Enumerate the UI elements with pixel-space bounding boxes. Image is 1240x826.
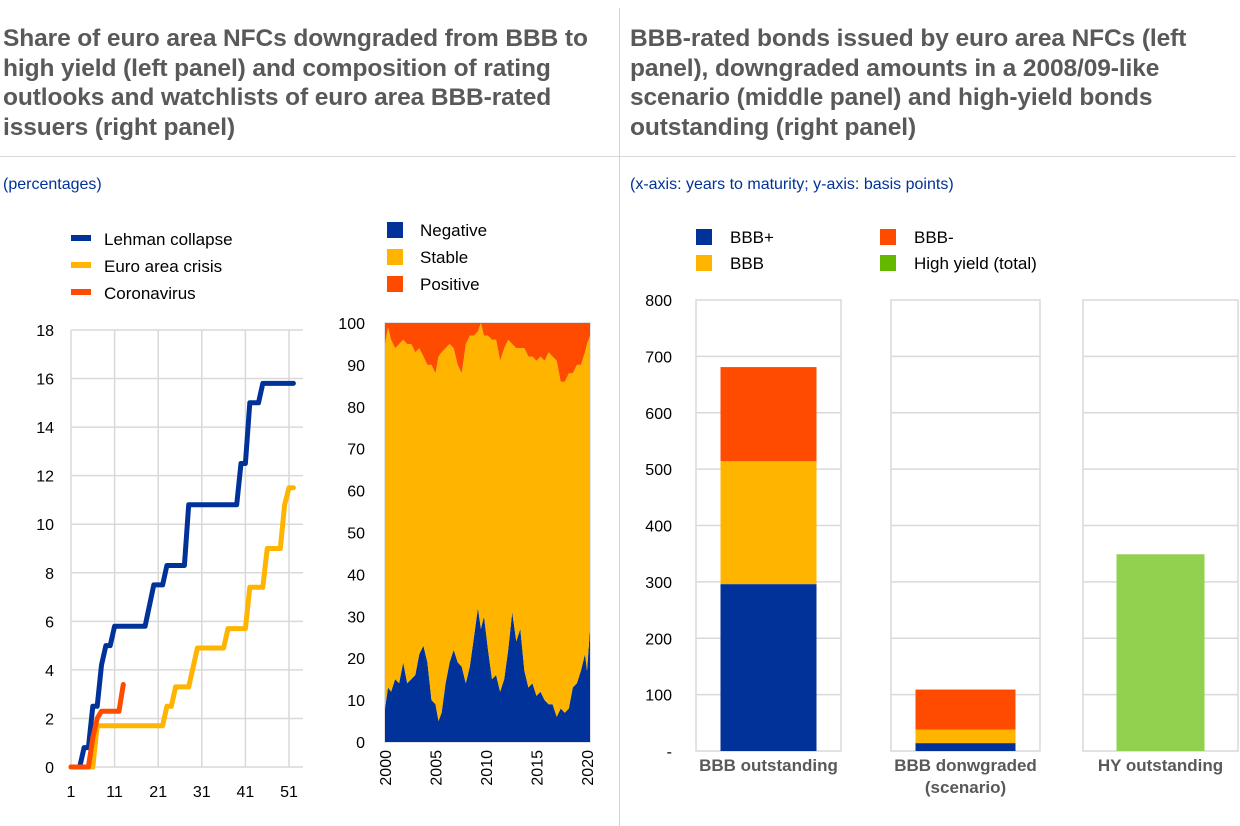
category-label: BBB donwgraded [894,756,1037,775]
y-tick-label: 14 [36,420,54,437]
bar-segment-bbb- [915,689,1016,730]
x-tick-label: 51 [280,784,298,801]
right-panel-title: BBB-rated bonds issued by euro area NFCs… [630,25,1187,141]
series-line-lehman-collapse [68,380,296,770]
series-line-coronavirus [68,682,126,770]
y-tick-label: 80 [347,400,365,417]
bar-segment-bbb+ [720,584,817,751]
x-tick-label: 11 [106,784,123,801]
category-label: (scenario) [925,778,1006,797]
y-tick-label: 18 [36,323,54,340]
area-negative [385,607,590,742]
legend-label: Negative [420,221,487,240]
legend-label: BBB [730,254,764,273]
series-line-euro-area-crisis [68,485,296,770]
y-tick-label: 600 [645,406,672,423]
y-tick-label: 16 [36,372,54,389]
legend-swatch [696,229,712,245]
legend-swatch [71,262,91,268]
y-tick-label: 100 [338,316,365,333]
category-label: BBB outstanding [699,756,838,775]
bar-segment-bbb+ [915,743,1016,751]
x-tick-label: 2000 [378,750,395,786]
legend-label: Positive [420,275,480,294]
legend-label: BBB+ [730,228,774,247]
y-tick-label: 60 [347,484,365,501]
legend-swatch [387,222,403,238]
left-title-rule [0,156,619,157]
y-tick-label: 90 [347,358,365,375]
right-panel: BBB-rated bonds issued by euro area NFCs… [620,0,1240,826]
y-tick-label: 50 [347,526,365,543]
y-tick-label: 0 [356,735,365,752]
legend-swatch [880,229,896,245]
y-tick-label: 0 [45,760,54,777]
category-label: HY outstanding [1098,756,1223,775]
legend-swatch [387,276,403,292]
area-chart: 0 10 20 30 40 50 60 70 80 90 100 2000 2005 2010 2015 20… [338,221,597,786]
y-tick-label: 30 [347,609,365,626]
bar-chart: - 100 200 300 400 500 600 700 800 BBB outstanding… [645,228,1239,797]
legend-swatch [71,289,91,295]
bar-segment-bbb- [720,367,817,462]
y-tick-label: 4 [45,663,54,680]
y-tick-label: 8 [45,566,54,583]
bar-segment-high-yield-total- [1116,554,1205,751]
area-positive [385,323,590,382]
y-tick-label: 100 [645,688,672,705]
y-tick-label: 500 [645,462,672,479]
legend-swatch [387,249,403,265]
y-tick-label: 700 [645,349,672,366]
bar-segment-bbb [720,461,817,585]
legend-label: High yield (total) [914,254,1037,273]
y-tick-label: 12 [36,469,54,486]
legend-label: Euro area crisis [104,257,222,276]
left-panel: Share of euro area NFCs downgraded from … [0,0,619,826]
area-stable [385,323,590,721]
x-tick-label: 2005 [428,750,445,786]
bar-segment-bbb [915,729,1016,744]
x-tick-label: 31 [193,784,211,801]
panel-divider [619,8,620,826]
x-tick-label: 2010 [479,750,496,786]
y-tick-label: 400 [645,519,672,536]
y-tick-label: 300 [645,575,672,592]
right-title-rule [620,156,1236,157]
y-tick-label: 800 [645,293,672,310]
y-tick-label: 10 [347,693,365,710]
y-tick-label: 20 [347,651,365,668]
left-panel-title: Share of euro area NFCs downgraded from … [3,25,588,141]
y-tick-label: - [667,744,672,761]
x-tick-label: 2015 [529,750,546,786]
legend-swatch [71,235,91,241]
left-panel-subtitle: (percentages) [3,176,102,193]
right-panel-subtitle: (x-axis: years to maturity; y-axis: basi… [630,176,954,193]
y-tick-label: 10 [36,517,54,534]
legend-label: Stable [420,248,468,267]
x-tick-label: 21 [149,784,167,801]
y-tick-label: 6 [45,614,54,631]
legend-label: Coronavirus [104,284,196,303]
legend-label: BBB- [914,228,954,247]
y-tick-label: 40 [347,567,365,584]
legend-label: Lehman collapse [104,230,233,249]
x-tick-label: 2020 [580,750,597,786]
legend-swatch [696,255,712,271]
legend-swatch [880,255,896,271]
y-tick-label: 2 [45,711,54,728]
y-tick-label: 200 [645,631,672,648]
x-tick-label: 41 [237,784,255,801]
y-tick-label: 70 [347,442,365,459]
x-tick-label: 1 [67,784,76,801]
